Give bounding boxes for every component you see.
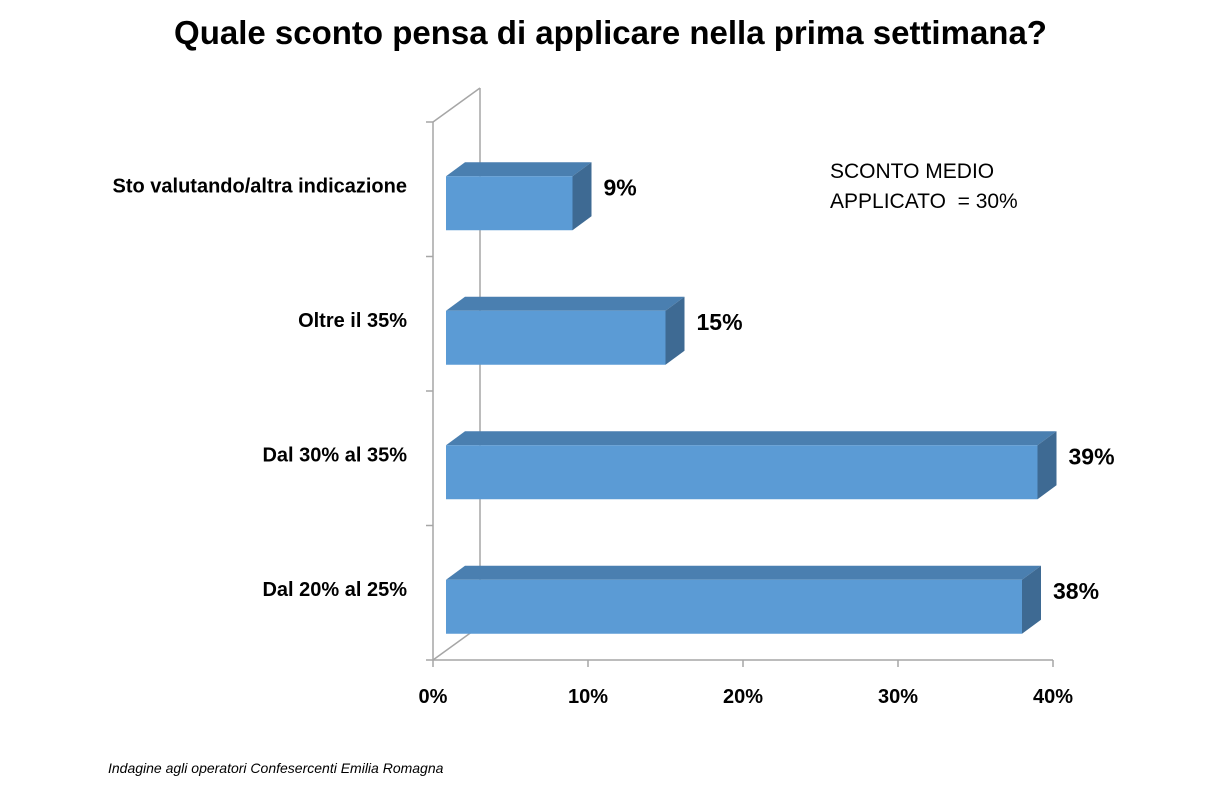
bar-front-face <box>446 310 666 365</box>
data-label: 39% <box>1069 443 1115 469</box>
category-label: Dal 20% al 25% <box>262 579 407 601</box>
source-note: Indagine agli operatori Confesercenti Em… <box>108 760 444 776</box>
bar-top-face <box>446 296 685 311</box>
chart-title: Quale sconto pensa di applicare nella pr… <box>174 14 1047 51</box>
data-label: 15% <box>697 309 743 335</box>
average-discount-line-1: SCONTO MEDIO <box>830 160 995 183</box>
chart-labels: 0% 10% 20% 30% 40% 9% Sto valutando/altra indi… <box>113 174 1115 708</box>
category-label: Sto valutando/altra indicazione <box>113 175 408 197</box>
bar <box>446 431 1057 500</box>
x-tick-label: 0% <box>419 686 448 708</box>
x-tick-label: 40% <box>1033 686 1073 708</box>
bar-side-face <box>665 296 685 365</box>
bar-top-face <box>446 162 592 177</box>
bar-front-face <box>446 445 1038 500</box>
axis-depth-top <box>432 87 481 123</box>
bar-side-face <box>1022 565 1041 634</box>
bar-top-face <box>446 431 1057 446</box>
data-label: 38% <box>1053 578 1099 604</box>
bar-top-face <box>446 565 1041 580</box>
x-tick-label: 30% <box>878 686 918 708</box>
bar <box>446 565 1041 634</box>
x-tick-label: 20% <box>723 686 763 708</box>
bar-side-face <box>572 162 592 231</box>
category-label: Oltre il 35% <box>298 310 407 332</box>
bar-front-face <box>446 176 573 231</box>
x-tick-label: 10% <box>568 686 608 708</box>
bar-front-face <box>446 579 1022 634</box>
chart-bars <box>446 162 1057 634</box>
average-discount-line-2: APPLICATO = 30% <box>830 190 1018 213</box>
data-label: 9% <box>604 174 637 200</box>
bar-side-face <box>1037 431 1057 500</box>
category-label: Dal 30% al 35% <box>262 444 407 466</box>
average-discount-note: SCONTO MEDIO APPLICATO = 30% <box>830 157 1018 217</box>
bar <box>446 162 592 231</box>
bar <box>446 296 685 365</box>
